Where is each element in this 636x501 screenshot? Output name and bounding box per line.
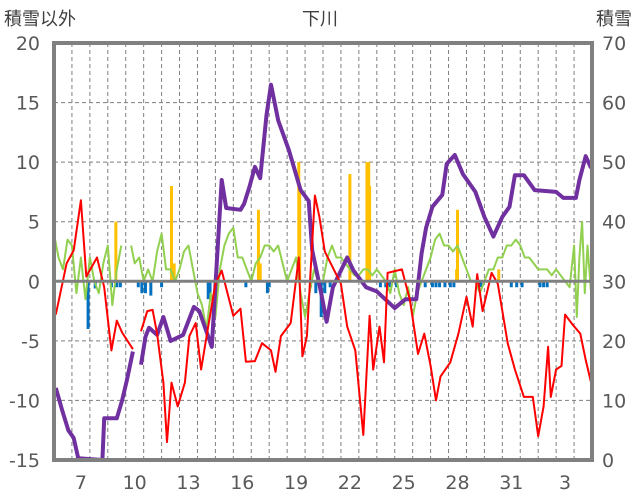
positive_bars-bar [348, 174, 352, 282]
positive_bars-bar [368, 185, 372, 282]
x-tick-label: 16 [230, 472, 254, 494]
negative_bars-bar [265, 281, 269, 294]
negative_bars-bar [448, 281, 452, 288]
negative_bars-bar [160, 281, 164, 288]
right-tick-label: 30 [602, 271, 626, 293]
positive_bars-bar [497, 269, 501, 282]
chart-title: 下川 [302, 9, 338, 30]
negative_bars-bar [115, 281, 119, 288]
negative_bars-bar [545, 281, 549, 288]
green_series-line [53, 220, 593, 330]
left-tick-label: 0 [28, 271, 40, 293]
negative_bars-bar [423, 281, 427, 288]
x-tick-label: 13 [176, 472, 200, 494]
positive_bars-bar [258, 263, 262, 282]
series-lines [53, 82, 593, 462]
plot-frame [52, 41, 594, 462]
positive_bars-bar [298, 191, 302, 282]
bars [86, 162, 549, 329]
right-tick-label: 60 [602, 93, 626, 115]
negative_bars-bar [136, 281, 140, 288]
positive_bars-bar [256, 209, 260, 282]
negative_bars-bar [542, 281, 546, 288]
right-tick-label: 20 [602, 331, 626, 353]
right-tick-label: 70 [602, 33, 626, 55]
negative_bars-bar [509, 281, 513, 288]
left-tick-label: 20 [16, 33, 40, 55]
negative_bars-bar [443, 281, 447, 288]
left-tick-label: -15 [9, 450, 40, 472]
negative_bars-bar [434, 281, 438, 288]
x-tick-label: 31 [499, 472, 523, 494]
red_series-line [54, 194, 593, 444]
left-tick-label: -10 [9, 390, 40, 412]
negative_bars-bar [149, 281, 153, 296]
negative_bars-bar [206, 281, 210, 300]
positive_bars-bar [172, 263, 176, 282]
negative_bars-bar [143, 281, 147, 294]
negative_bars-bar [118, 281, 122, 288]
negative_bars-bar [387, 281, 391, 288]
x-tick-label: 22 [338, 472, 362, 494]
negative_bars-bar [323, 281, 327, 294]
left-tick-label: 10 [16, 152, 40, 174]
negative_bars-bar [538, 281, 542, 288]
negative_bars-bar [208, 281, 212, 294]
gridlines [54, 43, 592, 460]
right-tick-label: 50 [602, 152, 626, 174]
negative_bars-bar [384, 281, 388, 288]
positive_bars-bar [114, 221, 118, 282]
right-tick-label: 0 [602, 450, 614, 472]
left-axis-title: 積雪以外 [4, 9, 76, 30]
x-tick-label: 10 [123, 472, 147, 494]
negative_bars-bar [520, 281, 524, 288]
negative_bars-bar [378, 281, 382, 288]
right-tick-label: 40 [602, 212, 626, 234]
negative_bars-bar [452, 281, 456, 288]
negative_bars-bar [86, 281, 90, 329]
positive_bars-bar [365, 162, 369, 282]
left-tick-label: 5 [28, 212, 40, 234]
negative_bars-bar [267, 281, 271, 288]
negative_bars-bar [479, 281, 483, 288]
x-tick-label: 19 [284, 472, 308, 494]
right-axis-title: 積雪 [596, 9, 632, 30]
negative_bars-bar [140, 281, 144, 294]
negative_bars-bar [244, 281, 248, 288]
negative_bars-bar [314, 281, 318, 294]
negative_bars-bar [438, 281, 442, 288]
negative_bars-bar [328, 281, 332, 288]
negative_bars-bar [430, 281, 434, 288]
x-tick-label: 7 [75, 472, 87, 494]
negative_bars-bar [515, 281, 519, 288]
x-tick-label: 25 [392, 472, 416, 494]
left-tick-label: -5 [21, 331, 40, 353]
plot-border [52, 41, 594, 462]
positive_bars-bar [169, 185, 173, 282]
x-tick-label: 28 [445, 472, 469, 494]
right-tick-label: 10 [602, 390, 626, 412]
x-tick-label: 3 [559, 472, 571, 494]
left-tick-label: 15 [16, 93, 40, 115]
